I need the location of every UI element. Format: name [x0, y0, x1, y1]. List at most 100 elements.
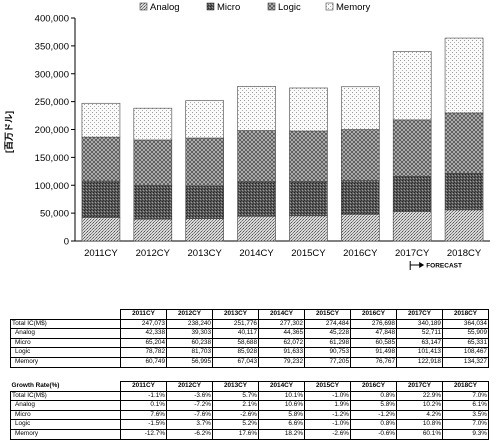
- bar-segment-micro: [237, 181, 276, 217]
- table-cell: 52,711: [396, 328, 443, 339]
- table-cell: 5.8%: [258, 409, 305, 421]
- table-cell: 61,298: [304, 337, 351, 349]
- col-header: 2015CY: [304, 381, 351, 392]
- table-cell: 0.8%: [350, 390, 397, 402]
- bar-segment-memory: [81, 102, 121, 138]
- bar-segment-analog: [185, 218, 224, 242]
- table-cell: 5.8%: [350, 400, 397, 411]
- table-cell: 364,034: [442, 318, 489, 330]
- bar-segment-micro: [289, 181, 328, 217]
- legend-marker: [206, 2, 215, 11]
- table-row: Logic 78,782 81,703 85,928 91,633 90,753…: [10, 347, 489, 358]
- bar-segment-analog: [81, 217, 121, 242]
- y-tick-label: 150,000: [35, 153, 69, 164]
- table-cell: 251,776: [212, 318, 259, 330]
- x-tick-label: 2012CY: [136, 248, 171, 259]
- table-cell: -1.0%: [304, 419, 351, 430]
- table-cell: 6.1%: [442, 400, 489, 411]
- table-cell: -0.6%: [350, 428, 397, 440]
- table-row: Memory 60,749 56,995 67,043 79,232 77,20…: [10, 356, 489, 368]
- bar-segment-logic: [237, 130, 276, 182]
- table-cell: 62,072: [258, 337, 305, 349]
- table-cell: 10.1%: [258, 390, 305, 402]
- bar-segment-analog: [444, 209, 484, 242]
- table-cell: 108,467: [442, 347, 489, 358]
- table-cell: 60,749: [120, 356, 167, 368]
- table-cell: 10.6%: [258, 400, 305, 411]
- legend-marker: [139, 2, 148, 11]
- table-cell: 0.8%: [350, 419, 397, 430]
- table-cell: 4.2%: [396, 409, 443, 421]
- table-cell: 1.9%: [304, 400, 351, 411]
- table-cell: 18.2%: [258, 428, 305, 440]
- y-axis: 0 50,000 100,000 150,000 200,000 250,000 300,0…: [35, 14, 76, 248]
- bar-segment-memory: [133, 107, 173, 141]
- bar-segment-memory: [392, 51, 432, 121]
- table-cell: 47,848: [350, 328, 397, 339]
- table-cell: 2.1%: [212, 400, 259, 411]
- table-cell: -2.6%: [304, 428, 351, 440]
- table-cell: 40,117: [212, 328, 259, 339]
- table-cell: 247,073: [120, 318, 167, 330]
- row-label: Analog: [10, 328, 121, 339]
- table-cell: 60,585: [350, 337, 397, 349]
- table-cell: -7.2%: [166, 400, 213, 411]
- bar-segment-memory: [185, 100, 224, 139]
- table-header-row: 2011CY 2012CY 2013CY 2014CY 2015CY 2016C…: [10, 309, 489, 320]
- table-cell: -1.5%: [120, 419, 167, 430]
- table-cell: 60,238: [166, 337, 213, 349]
- bar-segment-micro: [392, 176, 432, 212]
- table-cell: 276,698: [350, 318, 397, 330]
- table-cell: 7.0%: [442, 390, 489, 402]
- table-corner: [10, 309, 121, 320]
- col-header: 2015CY: [304, 309, 351, 320]
- table-cell: 55,909: [442, 328, 489, 339]
- table-cell: 6.6%: [258, 419, 305, 430]
- table-cell: 81,703: [166, 347, 213, 358]
- bar-segment-analog: [289, 215, 328, 242]
- bar-segment-micro: [444, 173, 484, 211]
- legend-label: Logic: [278, 2, 301, 13]
- bar-segment-analog: [341, 214, 380, 242]
- y-tick-label: 100,000: [35, 181, 69, 192]
- row-label: Micro: [10, 337, 121, 349]
- table-cell: 7.0%: [442, 419, 489, 430]
- table-cell: 77,205: [304, 356, 351, 368]
- legend-marker: [267, 2, 276, 11]
- table-cell: 9.3%: [442, 428, 489, 440]
- x-tick-label: 2014CY: [239, 248, 274, 259]
- table-row: Analog 42,338 39,303 40,117 44,365 45,22…: [10, 328, 489, 339]
- col-header: 2012CY: [166, 309, 213, 320]
- table-cell: 67,043: [212, 356, 259, 368]
- table-cell: 79,232: [258, 356, 305, 368]
- bar-segment-logic: [392, 119, 432, 177]
- bar-segment-memory: [444, 37, 484, 114]
- table-cell: 5.2%: [212, 419, 259, 430]
- col-header: 2018CY: [442, 309, 489, 320]
- col-header: 2013CY: [212, 381, 259, 392]
- table-cell: 42,338: [120, 328, 167, 339]
- bar-segment-analog: [392, 211, 432, 242]
- table-cell: -1.2%: [350, 409, 397, 421]
- table-cell: 65,331: [442, 337, 489, 349]
- table-row: Total IC(M$) -1.1% -3.6% 5.7% 10.1% -1.0…: [10, 390, 489, 402]
- table-cell: 65,204: [120, 337, 167, 349]
- table-cell: 0.1%: [120, 400, 167, 411]
- table-cell: 340,189: [396, 318, 443, 330]
- forecast-annotation: FORECAST: [409, 261, 462, 270]
- bar-segment-logic: [81, 136, 121, 182]
- table-cell: 238,240: [166, 318, 213, 330]
- bar-segment-logic: [341, 129, 380, 181]
- col-header: 2017CY: [396, 309, 443, 320]
- row-label: Logic: [10, 419, 121, 430]
- table-cell: 274,484: [304, 318, 351, 330]
- y-tick-label: 0: [64, 237, 69, 248]
- legend-marker: [325, 2, 334, 11]
- row-label: Micro: [10, 409, 121, 421]
- col-header: 2017CY: [396, 381, 443, 392]
- x-tick-label: 2015CY: [291, 248, 326, 259]
- bar-segment-logic: [289, 130, 328, 182]
- y-tick-label: 200,000: [35, 125, 69, 136]
- bar-segment-logic: [185, 137, 224, 187]
- bar-segment-logic: [133, 139, 173, 186]
